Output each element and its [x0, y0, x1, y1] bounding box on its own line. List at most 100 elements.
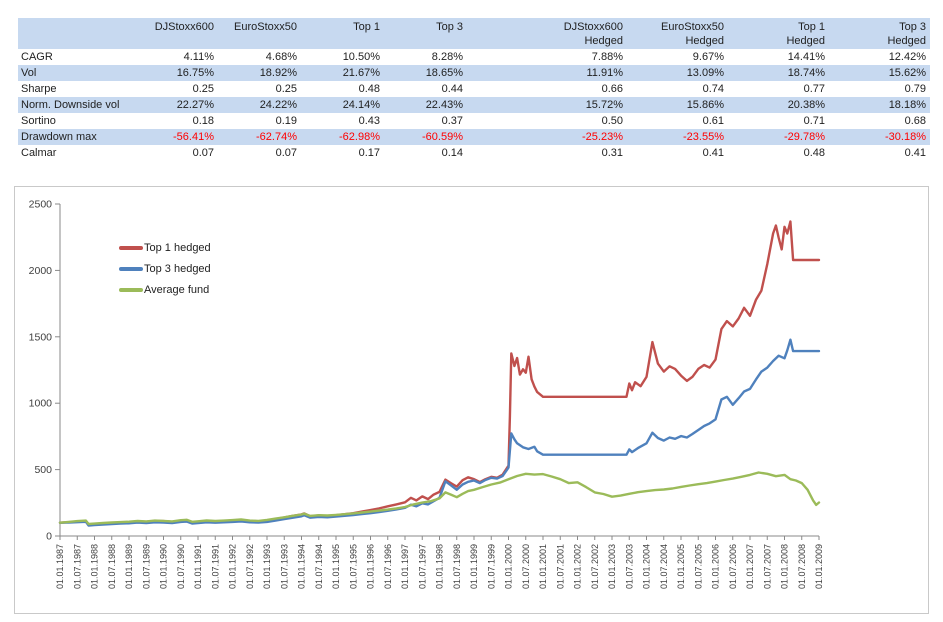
- metric-label[interactable]: Sharpe: [21, 83, 57, 95]
- metric-value[interactable]: 18.65%: [425, 67, 463, 79]
- x-tick-label: 01.01.2000: [504, 544, 514, 589]
- metric-value[interactable]: 4.11%: [183, 51, 214, 63]
- metric-value[interactable]: 0.41: [904, 147, 926, 159]
- metric-value[interactable]: 8.28%: [431, 51, 463, 63]
- x-tick-label: 01.01.1996: [366, 544, 376, 589]
- metric-value[interactable]: 15.72%: [585, 99, 623, 111]
- metric-value[interactable]: 0.41: [702, 147, 724, 159]
- col-header[interactable]: Top 3 Hedged: [887, 21, 926, 47]
- metric-value[interactable]: 14.41%: [787, 51, 825, 63]
- metric-value[interactable]: 21.67%: [342, 67, 380, 79]
- metric-value[interactable]: 0.50: [601, 115, 623, 127]
- x-tick-label: 01.01.1997: [400, 544, 410, 589]
- metric-value[interactable]: 0.71: [803, 115, 825, 127]
- metric-value[interactable]: 7.88%: [591, 51, 623, 63]
- metric-value[interactable]: 0.14: [441, 147, 463, 159]
- legend-swatch-top-1-hedged: [119, 245, 143, 250]
- col-header[interactable]: DJStoxx600 Hedged: [563, 21, 623, 47]
- col-header[interactable]: [18, 18, 148, 49]
- x-tick-label: 01.07.2004: [659, 544, 669, 589]
- metric-value[interactable]: -62.98%: [339, 131, 380, 143]
- x-tick-label: 01.01.2008: [780, 544, 790, 589]
- metric-value[interactable]: 9.67%: [692, 51, 724, 63]
- metric-value[interactable]: 0.25: [275, 83, 297, 95]
- metric-value[interactable]: 0.48: [803, 147, 825, 159]
- col-header[interactable]: EuroStoxx50 Hedged: [661, 21, 724, 47]
- metric-value[interactable]: 24.22%: [259, 99, 297, 111]
- metric-value[interactable]: 0.66: [601, 83, 623, 95]
- metric-label[interactable]: CAGR: [21, 51, 53, 63]
- metric-label[interactable]: Norm. Downside vol: [21, 99, 120, 111]
- x-tick-label: 01.01.1992: [228, 544, 238, 589]
- metric-value[interactable]: 18.18%: [888, 99, 926, 111]
- col-header[interactable]: Top 1: [353, 21, 380, 33]
- y-tick-label: 2500: [29, 199, 53, 211]
- metric-value[interactable]: 0.17: [358, 147, 380, 159]
- metric-value[interactable]: -25.23%: [582, 131, 623, 143]
- metric-value[interactable]: -29.78%: [784, 131, 825, 143]
- metric-value[interactable]: 13.09%: [686, 67, 724, 79]
- metric-value[interactable]: 4.68%: [265, 51, 297, 63]
- x-tick-label: 01.01.2006: [711, 544, 721, 589]
- metric-value[interactable]: -56.41%: [173, 131, 214, 143]
- x-tick-label: 01.01.1999: [469, 544, 479, 589]
- metric-value[interactable]: 0.37: [441, 115, 463, 127]
- x-tick-label: 01.01.1994: [297, 544, 307, 589]
- legend-item-top-1-hedged[interactable]: Top 1 hedged: [119, 237, 211, 258]
- metric-value[interactable]: 0.07: [275, 147, 297, 159]
- performance-chart[interactable]: 0 500 1000 1500 2000 2500 01.01.1987 01.07.1987…: [14, 186, 929, 614]
- metric-value[interactable]: 12.42%: [888, 51, 926, 63]
- metric-value[interactable]: 15.62%: [888, 67, 926, 79]
- metric-value[interactable]: 18.92%: [259, 67, 297, 79]
- metric-value[interactable]: 24.14%: [342, 99, 380, 111]
- x-tick-label: 01.07.2005: [693, 544, 703, 589]
- metric-value[interactable]: 0.61: [702, 115, 724, 127]
- col-header[interactable]: Top 3: [436, 21, 463, 33]
- metric-value[interactable]: 22.27%: [176, 99, 214, 111]
- col-header[interactable]: DJStoxx600: [154, 21, 214, 33]
- performance-stats-table: DJStoxx600 EuroStoxx50 Top 1 Top 3 DJStoxx60…: [18, 18, 930, 161]
- metric-value[interactable]: 0.18: [192, 115, 214, 127]
- metric-value[interactable]: 0.48: [358, 83, 380, 95]
- metric-label[interactable]: Drawdown max: [21, 131, 97, 143]
- metric-value[interactable]: 16.75%: [176, 67, 214, 79]
- legend-swatch-top-3-hedged: [119, 266, 143, 271]
- metric-value[interactable]: 10.50%: [342, 51, 380, 63]
- col-header[interactable]: Top 1 Hedged: [786, 21, 825, 47]
- x-tick-label: 01.01.1998: [435, 544, 445, 589]
- metric-value[interactable]: 20.38%: [787, 99, 825, 111]
- metric-label[interactable]: Sortino: [21, 115, 56, 127]
- x-tick-label: 01.01.1988: [90, 544, 100, 589]
- legend-item-top-3-hedged[interactable]: Top 3 hedged: [119, 258, 211, 279]
- metric-value[interactable]: 18.74%: [787, 67, 825, 79]
- metric-value[interactable]: 0.07: [192, 147, 214, 159]
- metric-value[interactable]: -62.74%: [256, 131, 297, 143]
- table-row: Vol 16.75% 18.92% 21.67% 18.65% 11.91% 13.09% 1…: [18, 65, 930, 81]
- x-tick-label: 01.07.2002: [590, 544, 600, 589]
- metric-value[interactable]: -60.59%: [422, 131, 463, 143]
- metric-value[interactable]: 0.25: [192, 83, 214, 95]
- metric-value[interactable]: 0.79: [904, 83, 926, 95]
- table-row: CAGR 4.11% 4.68% 10.50% 8.28% 7.88% 9.67% 14.41…: [18, 49, 930, 65]
- x-tick-label: 01.07.1998: [452, 544, 462, 589]
- metric-value[interactable]: -23.55%: [683, 131, 724, 143]
- metric-value[interactable]: 22.43%: [425, 99, 463, 111]
- metric-value[interactable]: 0.43: [358, 115, 380, 127]
- chart-canvas: 0 500 1000 1500 2000 2500 01.01.1987 01.07.1987…: [29, 199, 825, 590]
- metric-value[interactable]: 0.19: [275, 115, 297, 127]
- metric-value[interactable]: 0.31: [601, 147, 623, 159]
- metric-value[interactable]: 0.44: [441, 83, 463, 95]
- metric-value[interactable]: 15.86%: [686, 99, 724, 111]
- metric-value[interactable]: 0.74: [702, 83, 724, 95]
- table-header-row: DJStoxx600 EuroStoxx50 Top 1 Top 3 DJStoxx60…: [18, 18, 930, 49]
- metric-label[interactable]: Vol: [21, 67, 37, 79]
- metric-label[interactable]: Calmar: [21, 147, 57, 159]
- legend-label-average-fund: Average fund: [144, 283, 210, 296]
- table-row: Norm. Downside vol 22.27% 24.22% 24.14% 22.4…: [18, 97, 930, 113]
- metric-value[interactable]: 0.68: [904, 115, 926, 127]
- col-header[interactable]: EuroStoxx50: [234, 21, 297, 33]
- metric-value[interactable]: 11.91%: [586, 67, 624, 79]
- legend-item-average-fund[interactable]: Average fund: [119, 279, 211, 300]
- metric-value[interactable]: -30.18%: [885, 131, 926, 143]
- metric-value[interactable]: 0.77: [803, 83, 825, 95]
